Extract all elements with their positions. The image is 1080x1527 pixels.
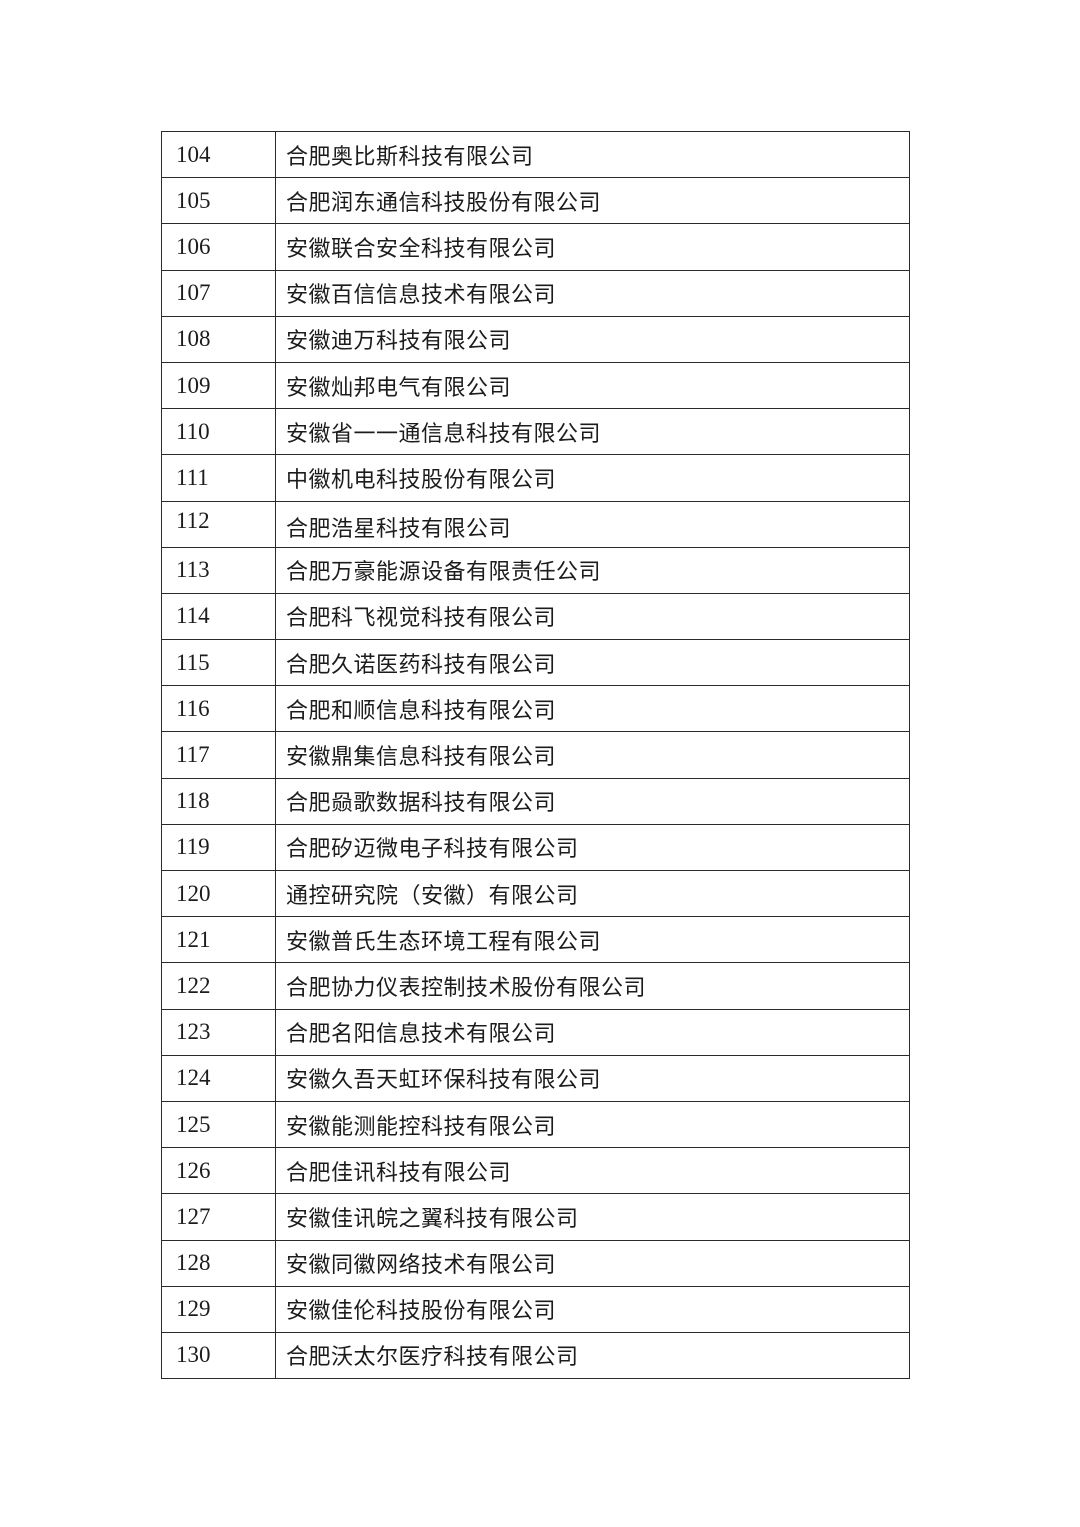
company-table: 104 合肥奥比斯科技有限公司 105 合肥润东通信科技股份有限公司 106 安… — [161, 130, 910, 1380]
company-name: 安徽灿邦电气有限公司 — [275, 361, 910, 410]
company-name: 安徽联合安全科技有限公司 — [275, 223, 910, 271]
row-index: 111 — [161, 454, 276, 502]
table-row: 115 合肥久诺医药科技有限公司 — [161, 639, 910, 687]
company-name: 合肥名阳信息技术有限公司 — [275, 1008, 910, 1056]
row-index: 104 — [161, 130, 276, 179]
table-row: 113 合肥万豪能源设备有限责任公司 — [161, 546, 910, 594]
company-name: 合肥科飞视觉科技有限公司 — [275, 592, 910, 641]
company-name: 合肥沃太尔医疗科技有限公司 — [275, 1331, 910, 1380]
company-name: 合肥浩星科技有限公司 — [275, 500, 910, 548]
company-name: 安徽普氏生态环境工程有限公司 — [275, 916, 910, 964]
company-name: 合肥奥比斯科技有限公司 — [275, 130, 910, 179]
company-name: 合肥润东通信科技股份有限公司 — [275, 177, 910, 225]
table-row: 114 合肥科飞视觉科技有限公司 — [161, 592, 910, 641]
table-row: 117 安徽鼎集信息科技有限公司 — [161, 731, 910, 779]
row-index: 105 — [161, 177, 276, 225]
company-name: 安徽佳伦科技股份有限公司 — [275, 1285, 910, 1333]
row-index: 121 — [161, 916, 276, 964]
row-index: 112 — [161, 500, 276, 548]
company-name: 合肥佳讯科技有限公司 — [275, 1147, 910, 1195]
table-row: 121 安徽普氏生态环境工程有限公司 — [161, 916, 910, 964]
table-row: 106 安徽联合安全科技有限公司 — [161, 223, 910, 271]
company-name: 合肥久诺医药科技有限公司 — [275, 639, 910, 687]
table-row: 110 安徽省一一通信息科技有限公司 — [161, 408, 910, 456]
company-name: 安徽同徽网络技术有限公司 — [275, 1239, 910, 1287]
row-index: 117 — [161, 731, 276, 779]
table-row: 116 合肥和顺信息科技有限公司 — [161, 685, 910, 733]
row-index: 118 — [161, 777, 276, 825]
row-index: 119 — [161, 823, 276, 872]
company-name: 安徽迪万科技有限公司 — [275, 315, 910, 363]
row-index: 129 — [161, 1285, 276, 1333]
company-name: 安徽久吾天虹环保科技有限公司 — [275, 1054, 910, 1102]
table-row: 107 安徽百信信息技术有限公司 — [161, 269, 910, 317]
row-index: 116 — [161, 685, 276, 733]
row-index: 126 — [161, 1147, 276, 1195]
row-index: 125 — [161, 1100, 276, 1149]
row-index: 130 — [161, 1331, 276, 1380]
company-name: 通控研究院（安徽）有限公司 — [275, 869, 910, 918]
company-name: 安徽佳讯皖之翼科技有限公司 — [275, 1193, 910, 1241]
company-name: 合肥赑歌数据科技有限公司 — [275, 777, 910, 825]
row-index: 113 — [161, 546, 276, 594]
row-index: 109 — [161, 361, 276, 410]
company-name: 安徽鼎集信息科技有限公司 — [275, 731, 910, 779]
company-name: 合肥矽迈微电子科技有限公司 — [275, 823, 910, 872]
row-index: 107 — [161, 269, 276, 317]
table-row: 108 安徽迪万科技有限公司 — [161, 315, 910, 363]
table-row: 120 通控研究院（安徽）有限公司 — [161, 869, 910, 918]
row-index: 115 — [161, 639, 276, 687]
table-row: 130 合肥沃太尔医疗科技有限公司 — [161, 1331, 910, 1380]
row-index: 114 — [161, 592, 276, 641]
row-index: 122 — [161, 962, 276, 1010]
table-row: 118 合肥赑歌数据科技有限公司 — [161, 777, 910, 825]
table-row: 105 合肥润东通信科技股份有限公司 — [161, 177, 910, 225]
row-index: 123 — [161, 1008, 276, 1056]
table-row: 124 安徽久吾天虹环保科技有限公司 — [161, 1054, 910, 1102]
row-index: 120 — [161, 869, 276, 918]
table-row: 111 中徽机电科技股份有限公司 — [161, 454, 910, 502]
table-row: 123 合肥名阳信息技术有限公司 — [161, 1008, 910, 1056]
row-index: 108 — [161, 315, 276, 363]
table-row: 128 安徽同徽网络技术有限公司 — [161, 1239, 910, 1287]
company-name: 合肥协力仪表控制技术股份有限公司 — [275, 962, 910, 1010]
row-index: 124 — [161, 1054, 276, 1102]
table-row: 125 安徽能测能控科技有限公司 — [161, 1100, 910, 1149]
company-name: 合肥万豪能源设备有限责任公司 — [275, 546, 910, 594]
table-row: 127 安徽佳讯皖之翼科技有限公司 — [161, 1193, 910, 1241]
company-table-body: 104 合肥奥比斯科技有限公司 105 合肥润东通信科技股份有限公司 106 安… — [161, 130, 910, 1380]
company-name: 安徽能测能控科技有限公司 — [275, 1100, 910, 1149]
row-index: 128 — [161, 1239, 276, 1287]
table-row: 129 安徽佳伦科技股份有限公司 — [161, 1285, 910, 1333]
company-name: 安徽省一一通信息科技有限公司 — [275, 408, 910, 456]
company-name: 合肥和顺信息科技有限公司 — [275, 685, 910, 733]
company-name: 中徽机电科技股份有限公司 — [275, 454, 910, 502]
row-index: 106 — [161, 223, 276, 271]
table-row: 122 合肥协力仪表控制技术股份有限公司 — [161, 962, 910, 1010]
row-index: 110 — [161, 408, 276, 456]
table-row: 109 安徽灿邦电气有限公司 — [161, 361, 910, 410]
table-row: 119 合肥矽迈微电子科技有限公司 — [161, 823, 910, 872]
row-index: 127 — [161, 1193, 276, 1241]
table-row: 112 合肥浩星科技有限公司 — [161, 500, 910, 548]
table-row: 126 合肥佳讯科技有限公司 — [161, 1147, 910, 1195]
company-name: 安徽百信信息技术有限公司 — [275, 269, 910, 317]
table-row: 104 合肥奥比斯科技有限公司 — [161, 130, 910, 179]
